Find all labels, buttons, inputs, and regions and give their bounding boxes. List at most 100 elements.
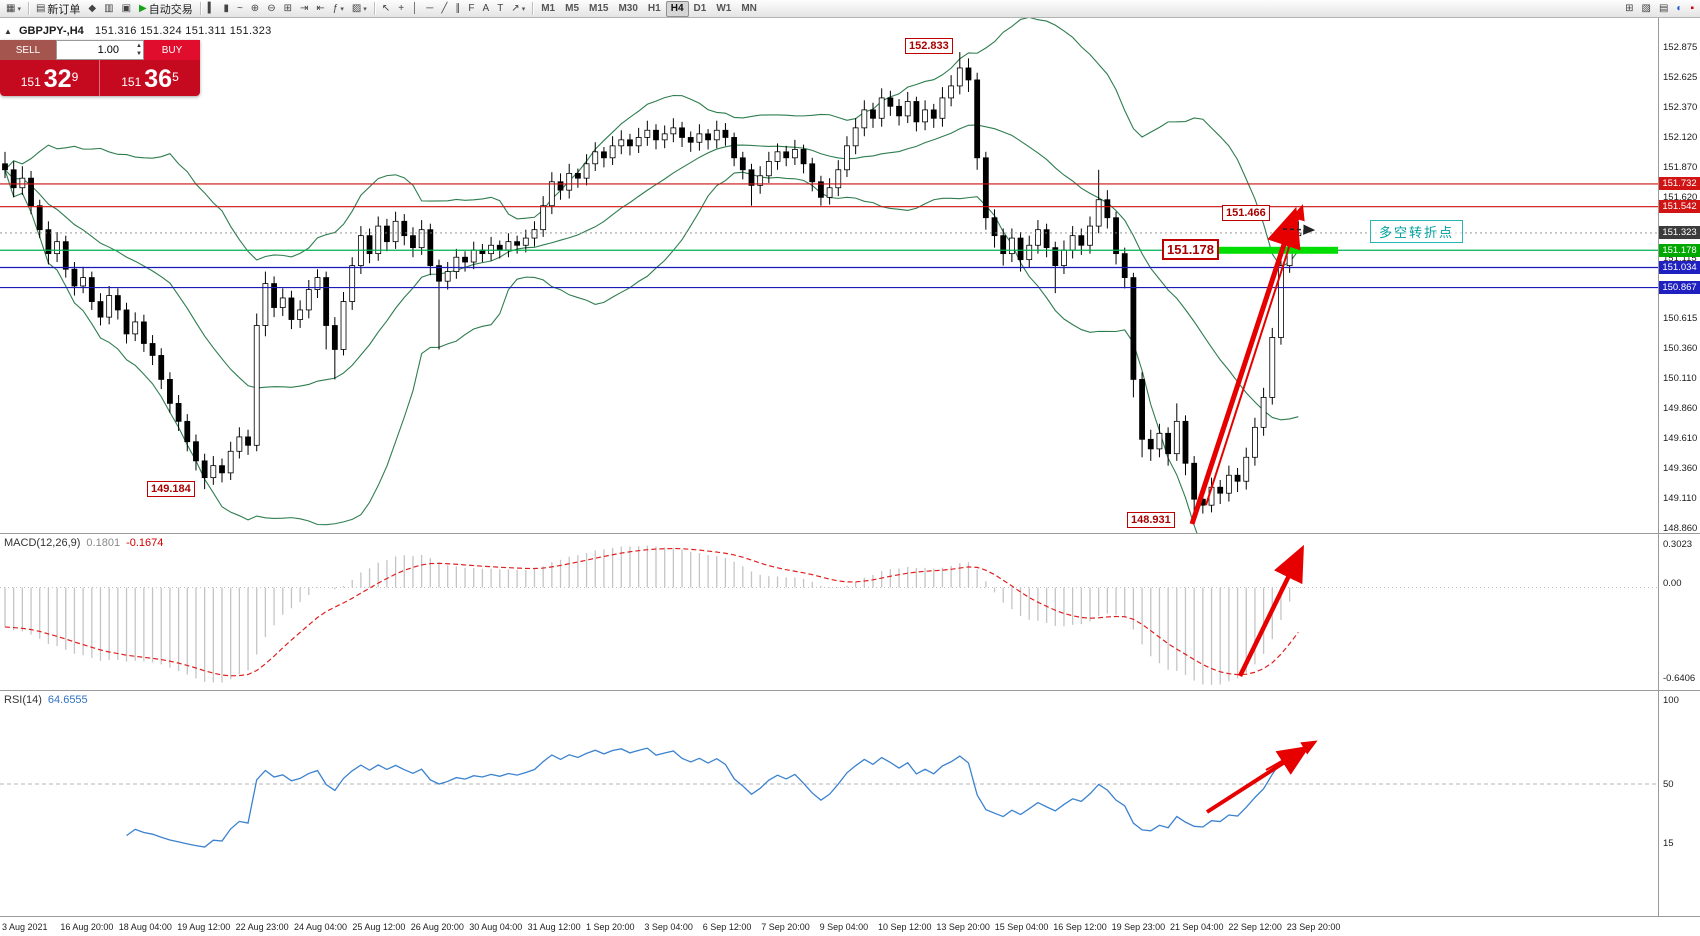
sell-price-prefix: 151 xyxy=(20,75,41,89)
text-label-icon-glyph: T xyxy=(497,3,504,14)
zoom-in-icon[interactable]: ⊕ xyxy=(247,0,263,17)
candlestick-chart-icon[interactable]: ▮ xyxy=(219,0,233,17)
timeframe-m1[interactable]: M1 xyxy=(541,2,556,14)
timeframe-m30[interactable]: M30 xyxy=(618,2,638,14)
window-cascade-icon[interactable]: ▧ xyxy=(1638,0,1655,17)
fibonacci-icon[interactable]: F xyxy=(464,0,478,17)
sell-button[interactable]: SELL xyxy=(0,40,56,60)
timeframe-h1[interactable]: H1 xyxy=(647,2,661,14)
data-window-icon[interactable]: ▣ xyxy=(118,0,135,17)
price-label-pivot[interactable]: 151.178 xyxy=(1162,239,1219,260)
price-badge: 151.178 xyxy=(1659,243,1700,257)
collapse-panel-icon[interactable]: ▲ xyxy=(4,27,12,36)
time-axis-label: 3 Sep 04:00 xyxy=(644,922,693,932)
rsi-scale-label: 100 xyxy=(1663,695,1679,706)
bar-chart-icon[interactable]: ▍ xyxy=(204,0,220,17)
buy-price-button[interactable]: 151 36 5 xyxy=(100,60,200,96)
window-tile-icon[interactable]: ⊞ xyxy=(1621,0,1637,17)
equidistant-channel-icon[interactable]: ∥ xyxy=(451,0,464,17)
line-chart-icon[interactable]: ~ xyxy=(233,0,247,17)
rsi-name: RSI(14) xyxy=(4,694,42,706)
market-watch-icon-glyph: ▥ xyxy=(104,3,114,14)
note-text-label[interactable]: 多空转折点 xyxy=(1370,220,1464,243)
price-label-swing[interactable]: 151.466 xyxy=(1222,205,1270,221)
time-axis-label: 6 Sep 12:00 xyxy=(702,922,752,932)
price-label-low-right[interactable]: 148.931 xyxy=(1127,512,1175,528)
zoom-out-icon[interactable]: ⊖ xyxy=(263,0,279,17)
time-axis-label: 22 Sep 12:00 xyxy=(1228,922,1282,932)
horizontal-lines[interactable] xyxy=(0,183,1658,289)
volume-input[interactable] xyxy=(57,43,121,57)
pivot-highlight-bar[interactable] xyxy=(1213,246,1338,254)
volume-down-icon[interactable]: ▼ xyxy=(136,51,142,57)
window-tile-icon-glyph: ⊞ xyxy=(1625,3,1634,14)
arrows-tool-icon[interactable]: ↗ ▾ xyxy=(507,0,529,17)
time-axis-label: 1 Sep 20:00 xyxy=(586,922,635,932)
new-order-button-label: 新订单 xyxy=(47,3,81,16)
tile-windows-icon-glyph: ⊞ xyxy=(283,3,292,14)
chart-list-icon[interactable]: ▤ xyxy=(1655,0,1672,17)
new-order-button[interactable]: ▤ 新订单 xyxy=(32,0,84,17)
buy-price-main: 36 xyxy=(144,65,173,93)
window-cascade-icon-glyph: ▧ xyxy=(1641,3,1651,14)
time-axis-label: 31 Aug 12:00 xyxy=(527,922,581,932)
time-axis-label: 22 Aug 23:00 xyxy=(235,922,289,932)
cursor-icon[interactable]: ↖ xyxy=(378,0,394,17)
horizontal-line-icon[interactable]: ─ xyxy=(422,0,437,17)
trendline-icon[interactable]: ╱ xyxy=(437,0,451,17)
bollinger-bands xyxy=(4,18,1299,533)
market-watch-icon[interactable]: ▥ xyxy=(100,0,117,17)
macd-scale-label: 0.3023 xyxy=(1663,539,1693,550)
text-label-icon[interactable]: T xyxy=(493,0,507,17)
help-icon[interactable]: ◐ xyxy=(1672,0,1686,17)
time-axis-label: 15 Sep 04:00 xyxy=(994,922,1049,932)
crosshair-icon[interactable]: + xyxy=(394,0,408,17)
timeframe-h4[interactable]: H4 xyxy=(665,0,689,17)
sell-price-button[interactable]: 151 32 9 xyxy=(0,60,100,96)
vertical-line-icon[interactable]: │ xyxy=(408,0,422,17)
trend-arrows[interactable] xyxy=(1189,204,1316,525)
time-axis-label: 3 Aug 2021 xyxy=(2,922,48,932)
notification-icon[interactable]: ▪ xyxy=(1686,0,1698,17)
volume-up-icon[interactable]: ▲ xyxy=(136,43,142,49)
indicators-button-glyph: ƒ xyxy=(332,3,339,14)
price-tick-label: 149.860 xyxy=(1663,403,1698,415)
chevron-down-icon: ▾ xyxy=(363,5,367,13)
timeframe-mn[interactable]: MN xyxy=(741,2,757,14)
volume-stepper[interactable]: ▲ ▼ xyxy=(136,42,142,58)
candles xyxy=(2,52,1302,520)
chart-shift-icon[interactable]: ⇤ xyxy=(312,0,328,17)
price-label-high[interactable]: 152.833 xyxy=(905,38,953,54)
rsi-value: 64.6555 xyxy=(47,694,88,706)
alerts-icon[interactable]: ◆ xyxy=(84,0,100,17)
timeframe-m15[interactable]: M15 xyxy=(589,2,609,14)
indicators-button[interactable]: ƒ ▾ xyxy=(329,0,348,17)
templates-button[interactable]: ▨ ▾ xyxy=(348,0,371,17)
new-chart-button[interactable]: ▦ ▾ xyxy=(2,0,25,17)
time-axis[interactable]: 3 Aug 2021 16 Aug 20:00 18 Aug 04:00 19 Aug… xyxy=(0,918,1700,936)
macd-name: MACD(12,26,9) xyxy=(4,537,81,549)
sell-price-main: 32 xyxy=(43,65,72,93)
price-label-low-left[interactable]: 149.184 xyxy=(147,481,195,497)
text-icon[interactable]: A xyxy=(479,0,494,17)
rsi-scale-label: 50 xyxy=(1663,779,1674,790)
timeframe-d1[interactable]: D1 xyxy=(693,2,707,14)
arrows-tool-icon-glyph: ↗ xyxy=(511,3,520,14)
time-axis-label: 7 Sep 20:00 xyxy=(761,922,810,932)
price-badge: 151.732 xyxy=(1659,177,1700,191)
chevron-down-icon: ▾ xyxy=(17,5,21,13)
time-axis-label: 21 Sep 04:00 xyxy=(1170,922,1224,932)
panel-separators xyxy=(0,18,1700,917)
price-badge: 150.867 xyxy=(1659,281,1700,295)
buy-button[interactable]: BUY xyxy=(144,40,200,60)
symbol-timeframe-label: GBPJPY-,H4 xyxy=(18,25,84,37)
price-scale[interactable]: 152.875 152.625 152.370 152.120 151.870 151.6… xyxy=(1659,18,1700,916)
price-badge: 151.542 xyxy=(1659,200,1700,214)
autotrading-button[interactable]: ▶ 自动交易 xyxy=(135,0,197,17)
tile-windows-icon[interactable]: ⊞ xyxy=(280,0,296,17)
timeframe-w1[interactable]: W1 xyxy=(716,2,732,14)
macd-panel xyxy=(0,544,1658,685)
timeframe-m5[interactable]: M5 xyxy=(565,2,580,14)
auto-scroll-icon[interactable]: ⇥ xyxy=(296,0,312,17)
